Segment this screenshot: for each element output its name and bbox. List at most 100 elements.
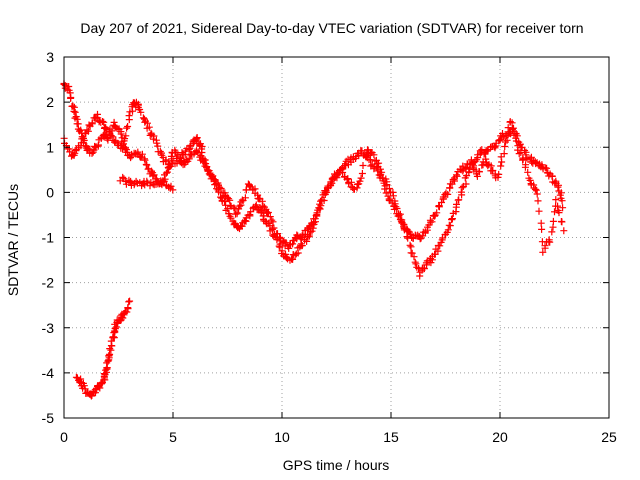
y-axis-title: SDTVAR / TECUs: [5, 184, 21, 296]
data-point: [543, 164, 551, 172]
data-point: [363, 150, 371, 158]
data-point: [403, 227, 411, 235]
data-point: [259, 202, 267, 210]
data-point: [308, 227, 316, 235]
data-point: [502, 138, 509, 146]
data-point: [495, 170, 503, 178]
y-tick-label: -1: [42, 230, 55, 246]
data-point: [383, 181, 391, 189]
data-point: [84, 127, 92, 135]
data-point: [359, 162, 367, 169]
data-point: [442, 189, 450, 197]
data-point: [462, 180, 470, 188]
data-point: [515, 150, 523, 158]
data-point: [412, 260, 420, 268]
data-point: [313, 209, 321, 217]
data-point: [124, 123, 132, 130]
data-point: [357, 174, 365, 182]
data-point: [100, 118, 108, 126]
data-point: [549, 217, 557, 225]
data-point: [303, 237, 311, 245]
data-point: [236, 202, 244, 210]
data-point: [167, 182, 175, 190]
data-point: [185, 145, 193, 153]
data-point: [473, 172, 481, 180]
data-point: [494, 173, 502, 181]
data-point: [446, 222, 454, 230]
data-point: [285, 244, 293, 252]
data-point: [117, 130, 125, 138]
data-point: [524, 168, 532, 176]
data-point: [269, 218, 277, 226]
data-point: [119, 145, 126, 153]
data-point: [559, 204, 567, 212]
data-point: [503, 136, 511, 144]
data-point: [264, 209, 272, 216]
data-point: [458, 184, 466, 192]
data-point: [501, 143, 509, 150]
data-point: [193, 148, 201, 155]
data-point: [88, 119, 96, 127]
data-point: [169, 186, 177, 194]
y-tick-label: -4: [42, 365, 55, 381]
data-point: [438, 199, 445, 206]
x-tick-label: 15: [383, 429, 399, 445]
data-point: [71, 147, 79, 155]
data-point: [103, 364, 111, 372]
data-point: [449, 176, 457, 183]
data-point: [305, 232, 313, 240]
data-point: [446, 184, 454, 192]
data-point: [554, 183, 562, 191]
x-tick-label: 0: [60, 429, 68, 445]
data-point: [163, 168, 171, 176]
data-point: [252, 203, 260, 211]
data-point: [266, 213, 274, 221]
data-point: [517, 149, 525, 157]
data-point: [389, 192, 397, 200]
data-point: [146, 182, 154, 190]
data-point: [217, 185, 225, 192]
data-point: [400, 223, 407, 231]
data-point: [99, 118, 107, 125]
chart-title: Day 207 of 2021, Sidereal Day-to-day VTE…: [80, 20, 583, 36]
data-point: [111, 138, 119, 146]
data-marks: [60, 80, 568, 400]
data-point: [426, 216, 434, 224]
data-point: [107, 132, 115, 140]
data-point: [531, 185, 539, 193]
data-point: [393, 205, 401, 212]
data-point: [343, 175, 351, 183]
y-tick-label: 3: [46, 49, 54, 65]
data-point: [316, 205, 324, 213]
data-point: [238, 222, 246, 230]
x-tick-label: 20: [492, 429, 508, 445]
data-point: [382, 189, 390, 197]
data-point: [96, 384, 104, 392]
data-point: [216, 183, 224, 191]
data-point: [145, 123, 153, 131]
data-point: [282, 239, 290, 247]
data-point: [554, 202, 562, 210]
data-point: [557, 218, 565, 225]
data-point: [162, 156, 170, 164]
data-point: [469, 160, 477, 168]
data-point: [273, 230, 281, 238]
data-point: [504, 131, 512, 139]
data-point: [541, 242, 549, 250]
data-point: [408, 249, 416, 257]
series-track-c: [116, 173, 177, 194]
data-point: [428, 218, 436, 226]
data-point: [440, 195, 448, 203]
data-point: [512, 137, 520, 145]
data-point: [416, 233, 424, 241]
data-point: [555, 209, 563, 217]
data-point: [433, 209, 441, 217]
data-point: [406, 241, 414, 249]
series-track-d: [72, 297, 134, 400]
data-point: [276, 243, 284, 251]
data-point: [80, 382, 88, 390]
data-point: [320, 197, 328, 204]
data-point: [551, 208, 558, 216]
data-point: [410, 253, 418, 261]
data-point: [185, 155, 193, 163]
